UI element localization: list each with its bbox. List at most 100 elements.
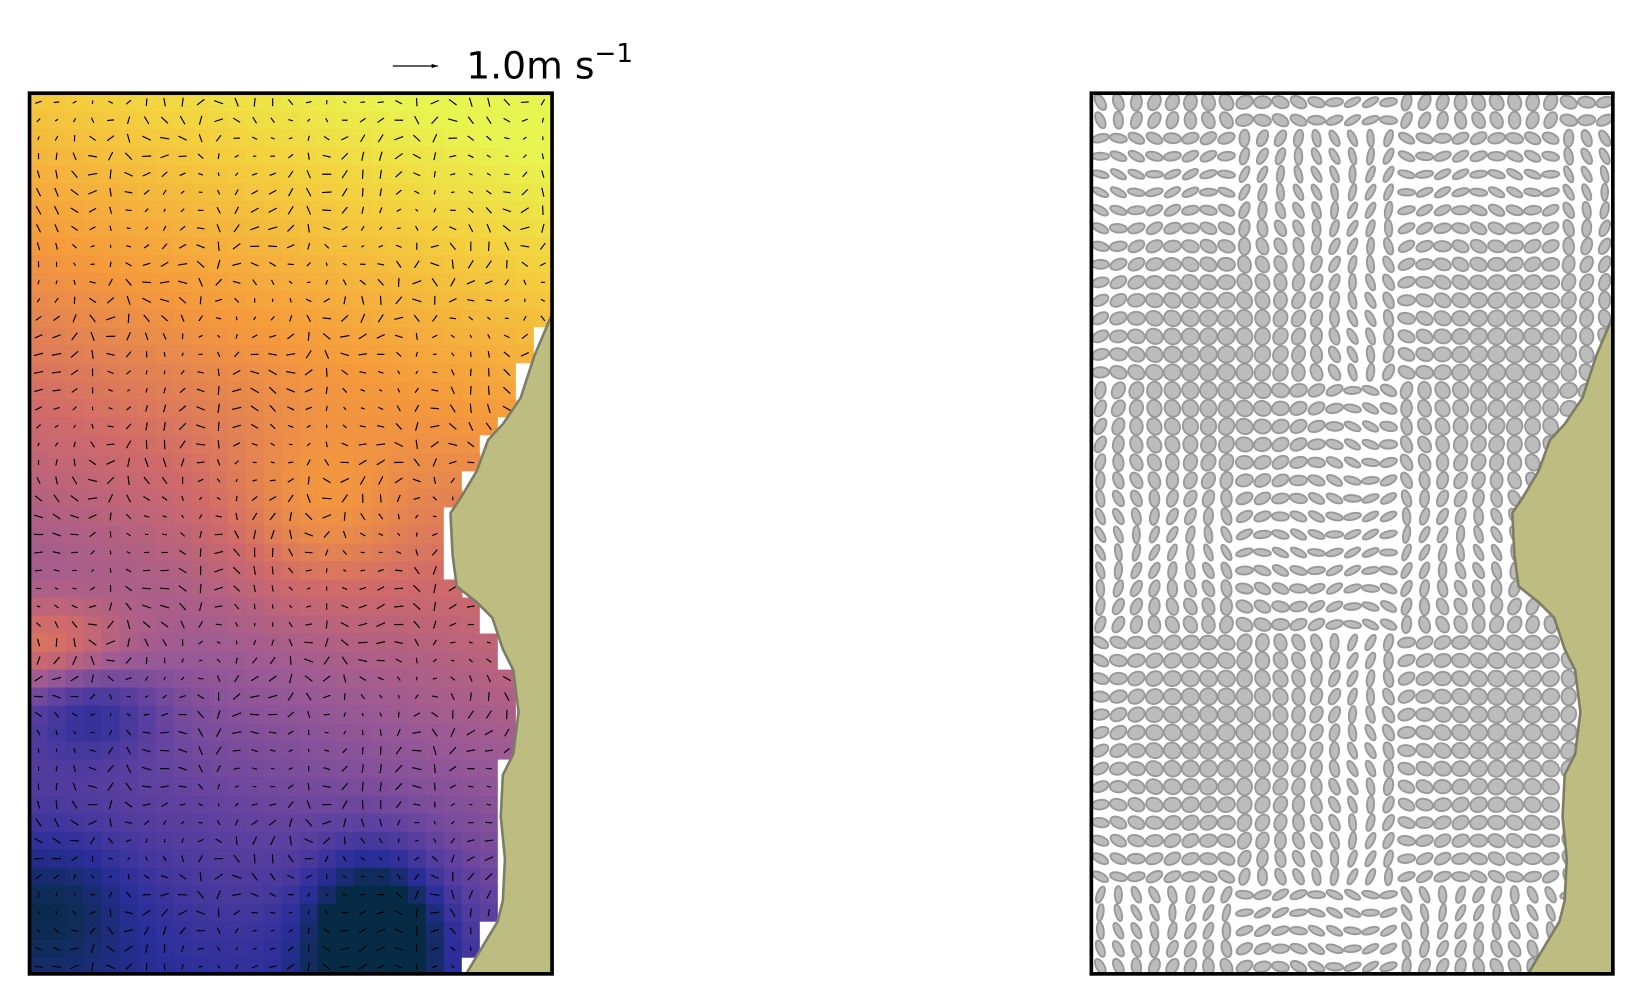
velocity-arrow [449, 622, 457, 627]
ellipse [1434, 417, 1451, 436]
velocity-arrow [253, 639, 257, 646]
ellipse [1433, 653, 1452, 669]
velocity-arrow [90, 874, 95, 879]
velocity-arrow [144, 695, 149, 699]
ellipse [1273, 255, 1288, 274]
velocity-arrow [163, 98, 166, 107]
ellipse [1288, 474, 1309, 487]
velocity-arrow [415, 370, 419, 375]
ellipse [1451, 871, 1471, 883]
ellipse [1199, 398, 1218, 418]
velocity-arrow [127, 637, 131, 648]
velocity-arrow [143, 820, 150, 826]
ellipse [1235, 599, 1254, 614]
ellipse [1129, 111, 1143, 130]
ellipse [1091, 635, 1110, 650]
ellipse [1361, 618, 1380, 631]
ellipse [1091, 169, 1110, 180]
ellipse [1181, 416, 1199, 436]
ellipse [1451, 205, 1471, 216]
ellipse [1126, 293, 1146, 308]
ellipse [1289, 528, 1308, 541]
velocity-arrow [378, 406, 384, 411]
ellipse [1113, 903, 1124, 922]
ellipse [1273, 237, 1288, 256]
velocity-arrow [395, 171, 403, 178]
velocity-arrow [252, 767, 258, 770]
velocity-arrow [376, 603, 385, 610]
ellipse [1292, 128, 1305, 148]
ellipse [1506, 452, 1523, 472]
ellipse [1415, 870, 1434, 884]
ellipse [1347, 687, 1358, 706]
ellipse [1523, 363, 1543, 382]
ellipse [1487, 186, 1506, 199]
ellipse [1382, 741, 1395, 760]
ellipse [1094, 507, 1107, 526]
ellipse [1379, 907, 1398, 919]
ellipse [1597, 308, 1612, 328]
ellipse [1129, 579, 1144, 598]
ellipse [1238, 147, 1251, 166]
ellipse [1469, 292, 1489, 309]
velocity-arrow [450, 278, 456, 287]
ellipse [1454, 939, 1467, 958]
ellipse [1144, 833, 1164, 848]
velocity-arrow [468, 172, 473, 176]
velocity-arrow [232, 693, 241, 700]
ellipse [1451, 635, 1471, 650]
velocity-arrow [358, 443, 367, 446]
ellipse [1343, 961, 1362, 972]
velocity-arrow [125, 677, 132, 681]
ellipse [1163, 833, 1182, 849]
velocity-arrow [106, 135, 115, 142]
ellipse [1290, 309, 1307, 328]
velocity-arrow [109, 225, 112, 231]
ellipse [1145, 760, 1164, 778]
ellipse [1433, 328, 1453, 345]
ellipse [1473, 525, 1484, 544]
ellipse [1397, 187, 1417, 197]
ellipse [1109, 852, 1128, 866]
ellipse [1433, 364, 1453, 381]
velocity-arrow [359, 586, 367, 591]
velocity-arrow [467, 441, 475, 448]
ellipse [1541, 669, 1560, 688]
ellipse [1146, 417, 1163, 436]
velocity-arrow [431, 116, 439, 125]
velocity-arrow [268, 245, 278, 248]
ellipse [1433, 742, 1452, 759]
ellipse [1130, 939, 1143, 958]
ellipse [1401, 957, 1412, 974]
ellipse [1469, 759, 1488, 778]
velocity-arrow [468, 97, 473, 107]
ellipse [1291, 831, 1306, 850]
ellipse [1126, 187, 1146, 197]
ellipse [1397, 311, 1416, 325]
ellipse [1257, 200, 1268, 220]
velocity-arrow [306, 281, 311, 284]
velocity-arrow [215, 298, 223, 302]
ellipse [1091, 258, 1110, 270]
ellipse [1433, 833, 1452, 848]
ellipse [1094, 939, 1106, 958]
ellipse [1129, 597, 1144, 616]
cell [65, 957, 85, 974]
ellipse [1379, 96, 1398, 108]
ellipse [1217, 869, 1236, 884]
ellipse [1274, 849, 1287, 869]
ellipse [1235, 417, 1254, 436]
ellipse [1541, 652, 1560, 669]
velocity-arrow [90, 441, 95, 448]
ellipse [1560, 687, 1577, 707]
velocity-arrow [378, 513, 384, 520]
velocity-arrow [520, 352, 529, 357]
ellipse [1129, 615, 1144, 634]
velocity-arrow [106, 352, 115, 356]
velocity-arrow [560, 243, 562, 250]
ellipse [1505, 652, 1525, 669]
velocity-arrow [127, 313, 130, 324]
ellipse [1523, 870, 1543, 883]
ellipse [1600, 182, 1610, 202]
velocity-arrow [271, 853, 274, 864]
